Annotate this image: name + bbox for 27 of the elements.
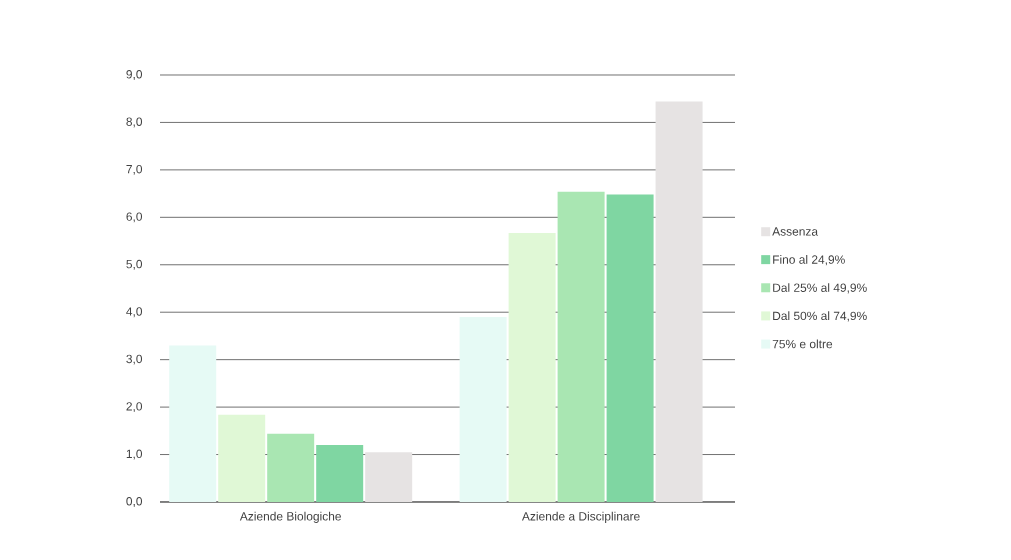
y-tick-label: 8,0 — [126, 117, 143, 128]
bar — [365, 452, 413, 502]
bar — [655, 101, 703, 502]
bar — [557, 191, 605, 502]
legend-label: 75% e oltre — [772, 339, 833, 349]
bar — [218, 414, 266, 502]
x-tick-label: Aziende Biologiche — [239, 511, 341, 523]
y-tick-label: 4,0 — [126, 307, 143, 318]
y-tick-label: 2,0 — [126, 402, 143, 413]
bar — [267, 433, 315, 502]
y-tick-label: 7,0 — [126, 164, 143, 175]
bar — [508, 232, 556, 502]
y-tick-label: 3,0 — [126, 354, 143, 365]
legend-label: Fino al 24,9% — [773, 255, 845, 266]
legend-label: Assenza — [772, 227, 819, 236]
y-tick-label: 9,0 — [126, 70, 143, 80]
y-tick-label: 5,0 — [126, 259, 143, 270]
legend-label: Dal 50% al 74,9% — [773, 311, 867, 322]
legend-label: Dal 25% al 49,9% — [773, 283, 867, 294]
y-tick-label: 1,0 — [126, 449, 143, 460]
bar — [606, 194, 654, 502]
bar — [316, 445, 364, 502]
bar — [169, 345, 217, 502]
y-tick-label: 0,0 — [126, 497, 143, 507]
bar — [459, 316, 507, 502]
y-tick-label: 6,0 — [126, 212, 143, 223]
x-tick-label: Aziende a Disciplinare — [521, 511, 640, 523]
